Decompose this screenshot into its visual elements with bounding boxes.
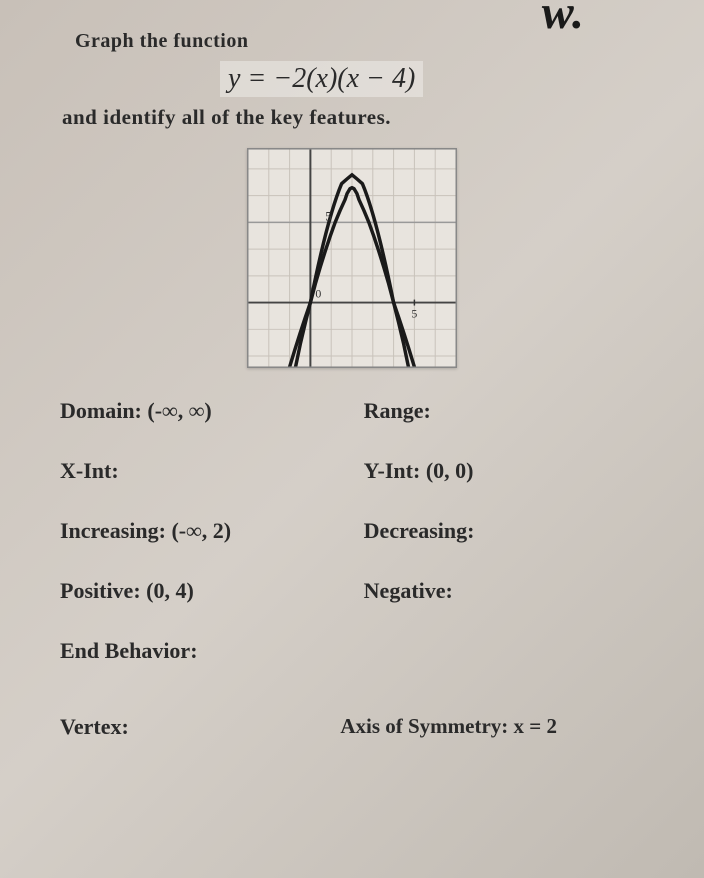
- decreasing-label: Decreasing:: [364, 518, 475, 543]
- instruction-line-2: and identify all of the key features.: [62, 105, 654, 130]
- feature-row-2: X-Int: Y-Int: (0, 0): [60, 458, 644, 484]
- negative-feature: Negative:: [364, 578, 644, 604]
- end-behavior-feature: End Behavior:: [60, 638, 644, 664]
- positive-value: (0, 4): [146, 578, 194, 603]
- feature-row-1: Domain: (-∞, ∞) Range:: [60, 398, 644, 424]
- feature-row-3: Increasing: (-∞, 2) Decreasing:: [60, 518, 644, 544]
- xint-label: X-Int:: [60, 458, 119, 483]
- decorative-text: w.: [542, 0, 584, 40]
- graph-container: 5 0 5: [50, 148, 654, 368]
- axis-symmetry-feature: Axis of Symmetry: x = 2: [340, 714, 644, 740]
- yint-feature: Y-Int: (0, 0): [364, 458, 644, 484]
- positive-feature: Positive: (0, 4): [60, 578, 364, 604]
- negative-label: Negative:: [364, 578, 453, 603]
- domain-feature: Domain: (-∞, ∞): [60, 398, 364, 424]
- domain-label: Domain:: [60, 398, 142, 423]
- xint-feature: X-Int:: [60, 458, 364, 484]
- x-axis-label-5: 5: [411, 306, 417, 320]
- increasing-feature: Increasing: (-∞, 2): [60, 518, 364, 544]
- increasing-value: (-∞, 2): [171, 518, 231, 543]
- feature-row-4: Positive: (0, 4) Negative:: [60, 578, 644, 604]
- positive-label: Positive:: [60, 578, 141, 603]
- increasing-label: Increasing:: [60, 518, 166, 543]
- parabola-graph: 5 0 5: [247, 148, 457, 368]
- function-equation: y = −2(x)(x − 4): [220, 61, 423, 97]
- feature-row-bottom: Vertex: Axis of Symmetry: x = 2: [60, 714, 644, 740]
- vertex-label: Vertex:: [60, 714, 129, 739]
- origin-label: 0: [315, 287, 321, 301]
- range-feature: Range:: [364, 398, 644, 424]
- axis-symmetry-value: x = 2: [514, 714, 557, 738]
- features-section: Domain: (-∞, ∞) Range: X-Int: Y-Int: (0,…: [50, 398, 654, 740]
- vertex-feature: Vertex:: [60, 714, 340, 740]
- decreasing-feature: Decreasing:: [364, 518, 644, 544]
- yint-value: (0, 0): [426, 458, 474, 483]
- yint-label: Y-Int:: [364, 458, 421, 483]
- y-axis-label-5: 5: [325, 209, 331, 223]
- end-behavior-label: End Behavior:: [60, 638, 198, 663]
- range-label: Range:: [364, 398, 431, 423]
- domain-value: (-∞, ∞): [147, 398, 211, 423]
- axis-symmetry-label: Axis of Symmetry:: [340, 714, 508, 738]
